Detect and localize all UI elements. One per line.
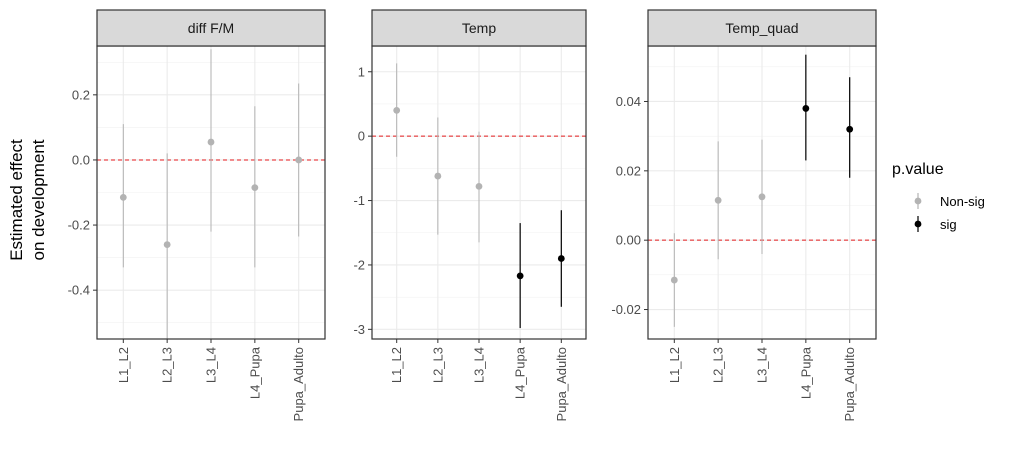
x-tick-label: L2_L3 [711,347,726,383]
x-tick-label: L4_Pupa [798,346,813,399]
y-axis-title-line-1: Estimated effect [7,139,26,261]
facet-2: -3 -2 -1 0 1 L1_L2 L2_L3 L3_L4 L4_Pupa Pupa_Adult… [353,9,587,421]
x-tick-label: L1_L2 [389,347,404,383]
facet-strip [371,9,587,47]
y-tick-label: -2 [353,257,365,272]
x-tick-label: L4_Pupa [513,346,528,399]
point-Pupa_Adulto [846,125,854,133]
y-tick-label: 0.0 [72,152,90,167]
x-tick-label: Pupa_Adulto [291,347,306,421]
x-tick-label: L3_L4 [755,347,770,383]
point-L2_L3 [714,196,722,204]
facet-title: Temp [462,20,496,36]
y-tick-label: 0.04 [616,94,641,109]
point-L2_L3 [434,172,442,180]
point-L4_Pupa [802,105,810,112]
point-L1_L2 [670,276,678,284]
y-axis-title: Estimated effect on development [7,139,48,261]
point-Pupa_Adulto [295,156,303,164]
facet-strip [96,9,326,47]
legend-entry-nonsig: Non-sig [914,193,985,209]
facet-strip [647,9,877,47]
point-L1_L2 [119,193,127,201]
y-tick-label: -0.2 [68,218,90,233]
legend-label: sig [940,217,957,232]
facet-title: Temp_quad [725,20,798,36]
legend-entry-sig: sig [914,216,957,232]
legend-label: Non-sig [940,194,985,209]
y-tick-label: 0.00 [616,233,641,248]
legend: p.value Non-sig sig [892,161,985,232]
y-tick-label: -0.4 [68,283,90,298]
legend-title: p.value [892,161,944,178]
x-tick-label: L3_L4 [204,347,219,383]
y-tick-label: -3 [353,322,365,337]
legend-key-point [914,220,922,228]
y-tick-label: 0 [358,129,365,144]
x-tick-label: L3_L4 [472,347,487,383]
facet-3: -0.02 0.00 0.02 0.04 L1_L2 L2_L3 L3_L4 L4_Pupa P… [611,9,877,421]
point-Pupa_Adulto [557,255,565,262]
x-tick-label: Pupa_Adulto [554,347,569,421]
y-tick-label: -1 [353,193,365,208]
x-tick-label: L1_L2 [667,347,682,383]
facet-panels: -0.4 -0.2 0.0 0.2 L1_L2 L2_L3 L3_L4 L4_Pupa Pupa… [68,9,877,421]
facet-1: -0.4 -0.2 0.0 0.2 L1_L2 L2_L3 L3_L4 L4_Pupa Pupa… [68,9,326,421]
point-L3_L4 [758,193,766,201]
y-tick-label: -0.02 [611,302,641,317]
point-L3_L4 [475,182,483,190]
x-tick-label: L4_Pupa [247,346,262,399]
legend-key-point [914,197,922,205]
point-L4_Pupa [251,184,259,192]
y-tick-label: 0.02 [616,163,641,178]
facet-title: diff F/M [188,20,234,36]
x-tick-label: L1_L2 [116,347,131,383]
y-tick-label: 1 [358,64,365,79]
y-tick-label: 0.2 [72,87,90,102]
point-L3_L4 [207,138,215,146]
point-L2_L3 [163,241,171,248]
point-L4_Pupa [516,272,524,280]
point-L1_L2 [393,106,401,114]
x-tick-label: L2_L3 [160,347,175,383]
x-tick-label: L2_L3 [430,347,445,383]
x-tick-label: Pupa_Adulto [842,347,857,421]
y-axis-title-line-2: on development [29,139,48,260]
